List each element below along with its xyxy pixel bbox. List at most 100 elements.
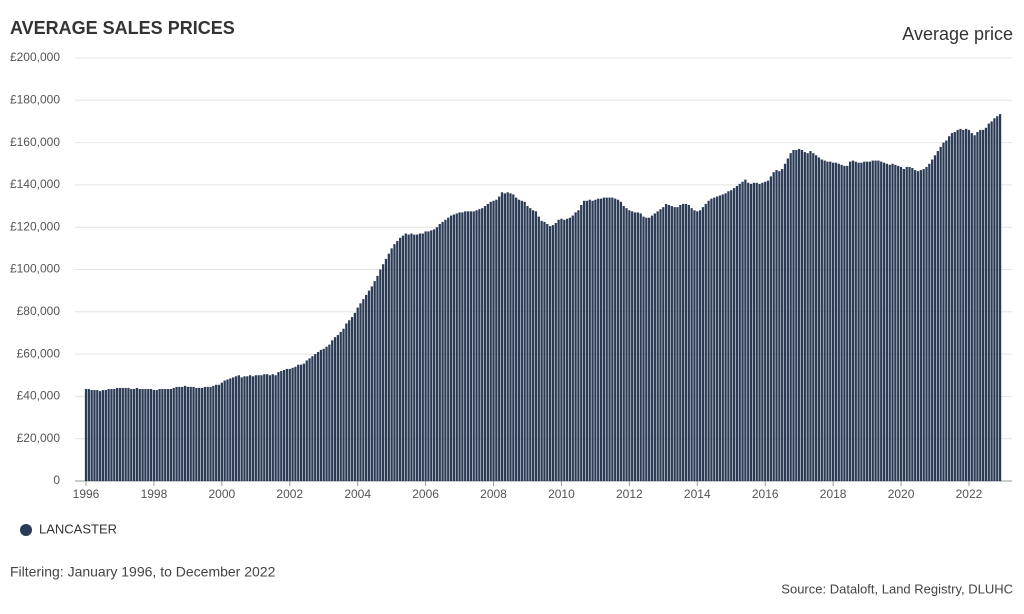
bar xyxy=(506,192,509,482)
bar xyxy=(500,192,504,482)
bar xyxy=(486,203,489,481)
bar xyxy=(636,212,639,481)
bar xyxy=(305,360,308,481)
bar xyxy=(401,235,405,481)
bar xyxy=(135,387,139,481)
bar xyxy=(662,207,665,482)
bar xyxy=(732,188,736,481)
bar xyxy=(659,209,662,481)
bar xyxy=(540,220,543,482)
bar xyxy=(902,169,906,481)
bar xyxy=(387,253,390,481)
bar xyxy=(599,198,603,481)
bar xyxy=(345,323,348,481)
y-tick-label: £20,000 xyxy=(17,431,61,445)
bar xyxy=(645,217,648,481)
chart-title: AVERAGE SALES PRICES xyxy=(10,18,235,38)
bar xyxy=(302,363,306,481)
x-tick-label: 2014 xyxy=(684,487,711,501)
bar xyxy=(752,182,756,481)
bar xyxy=(350,317,354,481)
bar xyxy=(87,388,90,481)
bar xyxy=(200,387,204,481)
bar xyxy=(520,200,523,481)
bar xyxy=(933,155,937,482)
bar xyxy=(897,165,900,482)
bar xyxy=(254,375,257,481)
bar xyxy=(953,132,956,481)
bar xyxy=(260,375,263,481)
bar xyxy=(534,211,538,481)
bar xyxy=(398,237,402,481)
bar xyxy=(121,387,124,481)
bar xyxy=(840,164,843,481)
bar xyxy=(778,171,781,481)
bar xyxy=(452,214,456,481)
bar xyxy=(99,391,102,481)
bar xyxy=(667,204,671,481)
bar xyxy=(331,340,334,481)
bar xyxy=(916,171,920,481)
bar xyxy=(848,161,852,481)
bar xyxy=(115,387,119,481)
bar xyxy=(515,197,518,481)
bar xyxy=(229,378,232,481)
bar xyxy=(628,210,631,481)
bar xyxy=(973,135,976,481)
bar xyxy=(175,386,178,481)
bar xyxy=(826,161,829,481)
bar xyxy=(149,388,153,481)
bar xyxy=(407,234,410,481)
bar xyxy=(529,208,532,482)
bar xyxy=(353,312,356,481)
bar xyxy=(195,387,198,481)
y-tick-label: £60,000 xyxy=(17,346,61,360)
bar xyxy=(693,210,696,481)
bar xyxy=(362,299,365,481)
bar xyxy=(764,181,767,482)
bar xyxy=(447,217,450,481)
bar xyxy=(132,388,136,481)
bar xyxy=(755,182,758,481)
bar xyxy=(322,348,325,481)
bar xyxy=(597,198,600,481)
bar xyxy=(863,161,866,481)
bar xyxy=(390,248,393,481)
bar xyxy=(189,386,192,481)
bar xyxy=(616,199,620,481)
bar xyxy=(710,198,713,481)
x-tick-label: 2000 xyxy=(208,487,235,501)
bar xyxy=(837,163,840,481)
bar xyxy=(936,151,939,481)
y-tick-label: £160,000 xyxy=(10,135,60,149)
bar xyxy=(537,216,540,481)
bar xyxy=(653,213,656,481)
bar xyxy=(602,197,606,481)
bar xyxy=(183,385,187,481)
bar xyxy=(698,210,702,481)
bar xyxy=(701,207,705,482)
bar xyxy=(285,368,289,481)
y-tick-label: £40,000 xyxy=(17,389,61,403)
bar xyxy=(919,170,922,481)
bar xyxy=(435,227,439,481)
bar xyxy=(543,221,546,481)
bar xyxy=(492,200,495,481)
x-tick-label: 2006 xyxy=(412,487,439,501)
bar xyxy=(333,337,337,481)
bar xyxy=(891,163,894,481)
bar xyxy=(885,163,889,481)
bar xyxy=(415,234,419,481)
bar xyxy=(223,380,226,481)
bar xyxy=(336,335,340,481)
bar xyxy=(481,208,484,482)
bar xyxy=(939,146,942,481)
bar xyxy=(956,129,959,481)
bar xyxy=(509,193,512,482)
bar xyxy=(834,162,838,481)
bar xyxy=(948,136,951,481)
bar xyxy=(455,213,458,481)
bar xyxy=(622,206,625,482)
bar xyxy=(376,275,379,481)
bar xyxy=(127,387,130,481)
